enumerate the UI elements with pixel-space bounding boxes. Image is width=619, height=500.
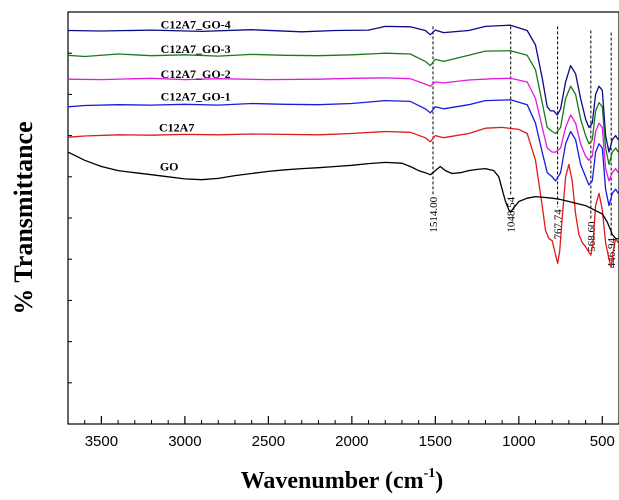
series-label: C12A7_GO-3 bbox=[161, 42, 231, 56]
x-tick-label: 3000 bbox=[168, 433, 201, 450]
series-label: C12A7_GO-4 bbox=[161, 17, 231, 31]
peak-label: 568.60 bbox=[586, 221, 598, 252]
x-axis-title-close: ) bbox=[435, 468, 443, 494]
x-tick-label: 2000 bbox=[335, 433, 368, 450]
series-layer bbox=[67, 24, 619, 269]
series-line-go bbox=[67, 151, 619, 240]
x-tick-label: 1000 bbox=[502, 433, 535, 450]
peak-label: 1048.54 bbox=[506, 196, 518, 232]
series-label: C12A7_GO-2 bbox=[161, 67, 231, 81]
x-tick-label: 1500 bbox=[419, 433, 452, 450]
y-axis-title: % Transmittance bbox=[9, 121, 38, 314]
series-line-c12a7-go-3 bbox=[67, 50, 619, 166]
series-line-c12a7-go-2 bbox=[67, 77, 619, 182]
series-label: C12A7 bbox=[159, 120, 194, 134]
x-axis-title-main: Wavenumber (cm bbox=[241, 468, 424, 494]
x-tick-label: 3500 bbox=[85, 433, 118, 450]
series-line-c12a7-go-4 bbox=[67, 24, 619, 153]
series-label: C12A7_GO-1 bbox=[161, 90, 231, 104]
series-label: GO bbox=[160, 160, 179, 174]
x-axis-title: Wavenumber (cm-1) bbox=[241, 466, 444, 494]
x-tick-label: 500 bbox=[590, 433, 615, 450]
x-tick-label: 2500 bbox=[252, 433, 285, 450]
x-axis-title-sup: -1 bbox=[424, 466, 436, 481]
series-labels: C12A7_GO-4 C12A7_GO-3 C12A7_GO-2 C12A7_GO-1… bbox=[159, 17, 231, 173]
x-axis-ticks: 3500 3000 2500 2000 1500 1000 500 bbox=[68, 52, 615, 450]
peak-label: 1514.00 bbox=[428, 196, 440, 232]
series-line-c12a7-go-1 bbox=[67, 99, 619, 207]
series-line-c12a7 bbox=[67, 126, 619, 269]
